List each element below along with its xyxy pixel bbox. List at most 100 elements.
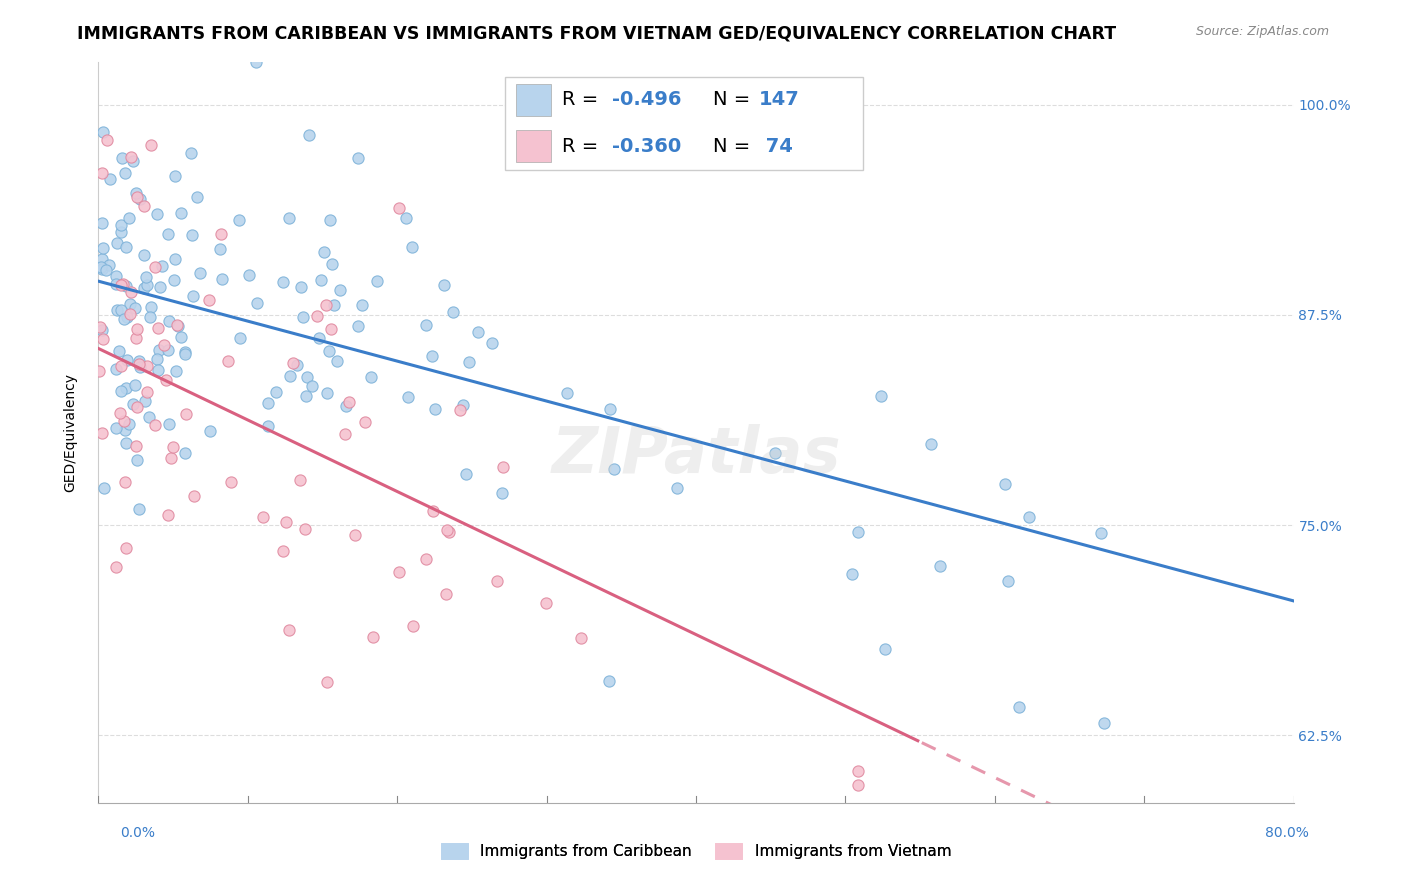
Point [315,298,337,312]
Point [152,260,174,274]
Point [228,212,250,227]
Point [90,260,112,275]
Point [298,128,321,142]
Point [174,346,197,360]
Point [157,343,180,357]
Point [316,674,339,689]
Point [388,565,411,579]
Point [897,867,920,881]
Point [114,436,136,450]
Point [228,331,250,345]
Point [89,320,111,334]
Point [160,451,183,466]
Point [125,439,148,453]
Point [143,418,166,433]
Text: 0.0%: 0.0% [121,826,155,839]
Point [176,407,198,421]
Point [598,673,620,688]
Point [401,240,423,254]
Point [278,623,301,637]
Point [846,524,869,539]
Point [245,55,267,70]
Point [197,293,219,307]
Legend: Immigrants from Caribbean, Immigrants from Vietnam: Immigrants from Caribbean, Immigrants fr… [434,837,957,865]
Point [136,277,159,292]
Point [125,400,148,414]
Point [166,318,188,333]
Point [271,544,294,558]
Point [491,486,513,500]
Text: ZIPatlas: ZIPatlas [551,424,841,486]
Point [145,207,167,221]
Point [91,241,114,255]
Point [174,446,197,460]
Point [162,440,184,454]
Point [120,297,142,311]
Point [128,502,150,516]
Point [128,353,150,368]
Point [108,344,131,359]
Point [111,151,134,165]
Point [347,318,370,333]
Point [319,321,342,335]
Point [134,198,156,212]
Point [129,359,152,374]
Point [186,189,208,203]
Point [170,206,193,220]
Point [136,359,159,373]
Point [319,213,342,227]
Point [281,356,304,370]
Point [569,631,592,645]
Point [163,273,186,287]
Point [114,541,136,556]
Point [91,262,114,277]
Point [451,399,474,413]
Point [136,384,159,399]
Point [492,459,515,474]
Point [841,567,863,582]
Point [183,489,205,503]
Point [121,153,143,168]
Point [219,475,242,489]
Point [98,258,121,272]
Point [875,642,897,657]
Point [89,363,111,377]
Point [146,351,169,366]
Point [114,240,136,254]
Point [165,169,187,184]
Point [134,393,156,408]
Point [846,779,869,793]
Point [295,369,318,384]
Point [115,353,138,368]
Point [163,252,186,266]
Point [295,389,318,403]
Point [209,243,232,257]
Point [128,357,150,371]
Point [441,305,464,319]
Point [146,363,169,377]
Point [105,235,128,250]
Point [110,302,132,317]
Point [337,395,360,409]
Point [1008,700,1031,714]
Point [353,415,375,429]
Point [246,296,269,310]
Point [117,310,139,325]
Point [285,358,308,372]
Point [110,277,132,292]
Point [312,245,335,260]
Point [96,133,118,147]
Point [121,397,143,411]
Point [153,337,176,351]
Point [111,277,134,291]
Point [91,125,114,139]
Point [91,323,114,337]
Point [149,280,172,294]
Point [316,385,339,400]
Point [217,354,239,368]
Point [318,344,340,359]
Point [110,225,132,239]
Point [603,462,626,476]
Point [278,211,301,226]
Point [467,326,489,340]
